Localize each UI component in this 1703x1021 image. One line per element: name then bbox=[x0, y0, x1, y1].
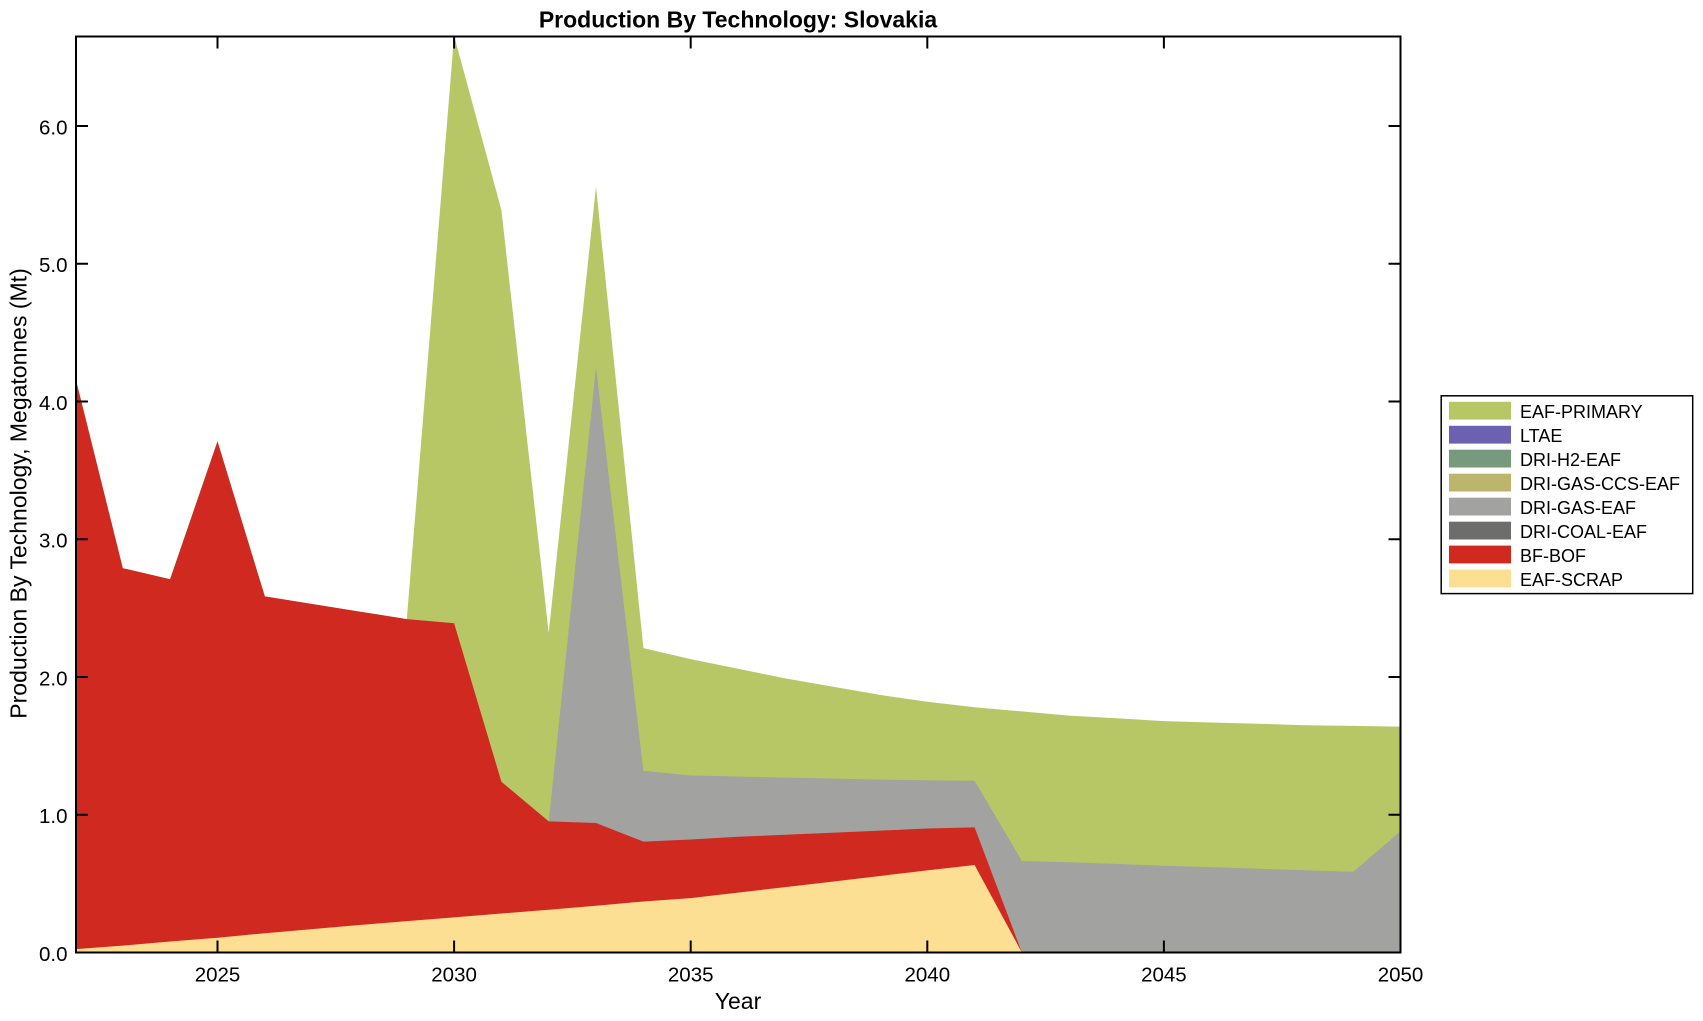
svg-text:2050: 2050 bbox=[1378, 963, 1424, 986]
svg-text:Production By Technology: Slov: Production By Technology: Slovakia bbox=[539, 7, 938, 33]
svg-text:2025: 2025 bbox=[195, 963, 241, 986]
svg-text:5.0: 5.0 bbox=[39, 254, 68, 277]
svg-text:DRI-H2-EAF: DRI-H2-EAF bbox=[1520, 450, 1621, 470]
svg-text:3.0: 3.0 bbox=[39, 530, 68, 553]
svg-text:6.0: 6.0 bbox=[39, 116, 68, 139]
svg-text:0.0: 0.0 bbox=[39, 943, 68, 966]
svg-text:2030: 2030 bbox=[431, 963, 477, 986]
svg-text:EAF-SCRAP: EAF-SCRAP bbox=[1520, 570, 1623, 590]
svg-text:4.0: 4.0 bbox=[39, 392, 68, 415]
svg-text:BF-BOF: BF-BOF bbox=[1520, 546, 1586, 566]
svg-text:Year: Year bbox=[715, 988, 762, 1014]
svg-text:DRI-COAL-EAF: DRI-COAL-EAF bbox=[1520, 522, 1647, 542]
svg-text:EAF-PRIMARY: EAF-PRIMARY bbox=[1520, 402, 1643, 422]
svg-text:LTAE: LTAE bbox=[1520, 426, 1562, 446]
svg-text:Production By Technology, Mega: Production By Technology, Megatonnes (Mt… bbox=[6, 268, 32, 718]
svg-text:2040: 2040 bbox=[904, 963, 950, 986]
svg-text:2.0: 2.0 bbox=[39, 667, 68, 690]
svg-text:2035: 2035 bbox=[668, 963, 714, 986]
svg-text:DRI-GAS-CCS-EAF: DRI-GAS-CCS-EAF bbox=[1520, 474, 1680, 494]
svg-text:DRI-GAS-EAF: DRI-GAS-EAF bbox=[1520, 498, 1636, 518]
svg-text:2045: 2045 bbox=[1141, 963, 1187, 986]
svg-text:1.0: 1.0 bbox=[39, 805, 68, 828]
